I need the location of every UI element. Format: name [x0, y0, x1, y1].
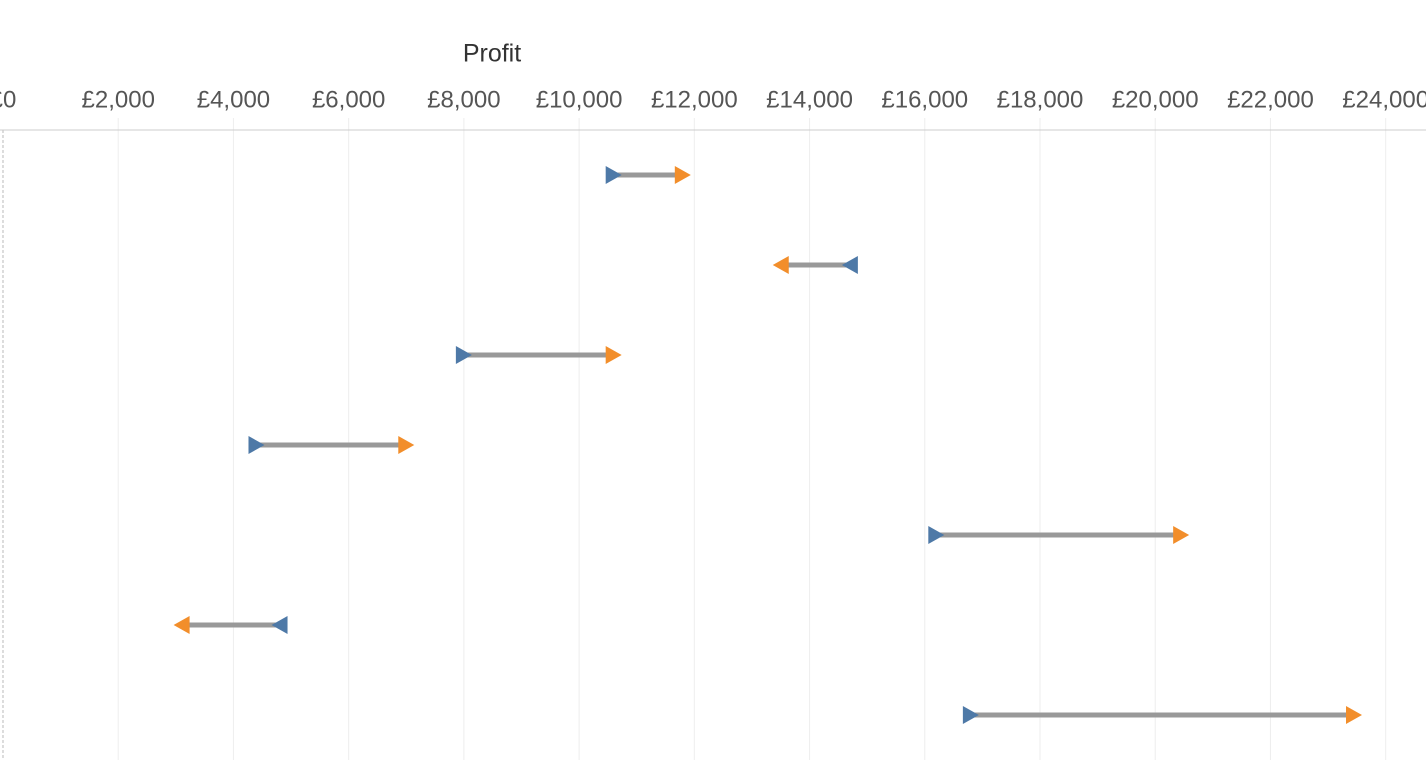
- start-marker: [248, 436, 265, 454]
- start-marker: [928, 526, 945, 544]
- end-marker: [674, 166, 691, 184]
- x-tick-label: £0: [0, 86, 16, 113]
- start-marker: [841, 256, 858, 274]
- x-tick-label: £8,000: [427, 86, 500, 113]
- x-tick-label: £14,000: [766, 86, 853, 113]
- end-marker: [1345, 706, 1362, 724]
- end-marker: [173, 616, 190, 634]
- end-marker: [398, 436, 415, 454]
- start-marker: [271, 616, 288, 634]
- x-tick-label: £4,000: [197, 86, 270, 113]
- x-tick-label: £10,000: [536, 86, 623, 113]
- x-tick-label: £18,000: [997, 86, 1084, 113]
- x-tick-label: £24,000: [1342, 86, 1426, 113]
- x-tick-label: £22,000: [1227, 86, 1314, 113]
- x-tick-label: £20,000: [1112, 86, 1199, 113]
- axis-title: Profit: [463, 40, 521, 68]
- end-marker: [772, 256, 789, 274]
- start-marker: [605, 166, 622, 184]
- x-tick-label: £2,000: [82, 86, 155, 113]
- x-tick-label: £16,000: [881, 86, 968, 113]
- start-marker: [962, 706, 979, 724]
- end-marker: [1173, 526, 1190, 544]
- x-tick-label: £12,000: [651, 86, 738, 113]
- start-marker: [455, 346, 472, 364]
- end-marker: [605, 346, 622, 364]
- x-tick-label: £6,000: [312, 86, 385, 113]
